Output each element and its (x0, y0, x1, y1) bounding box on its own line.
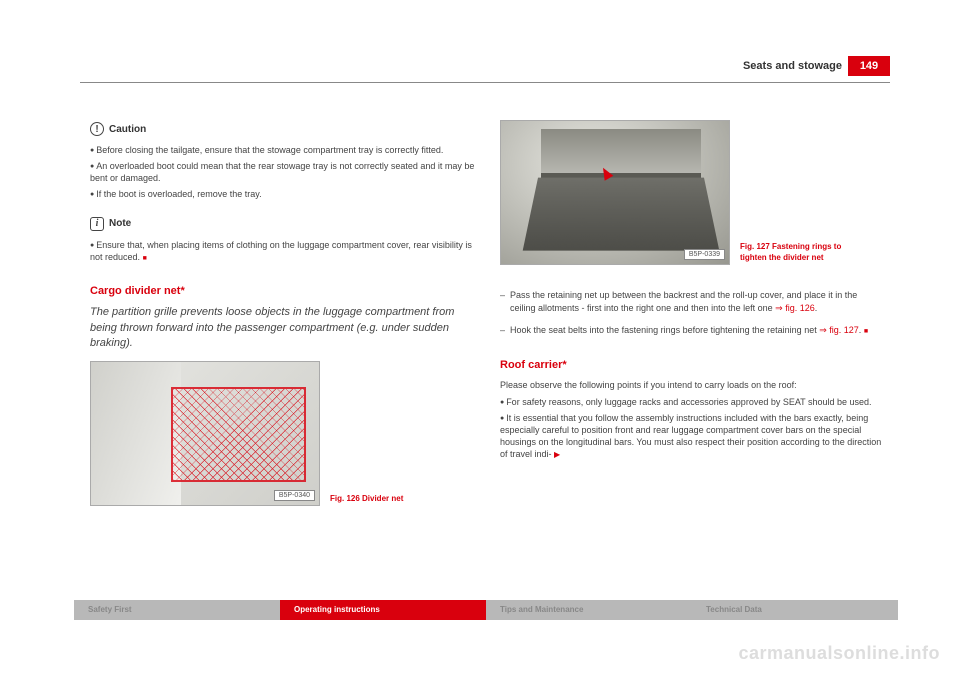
note-icon: i (90, 217, 104, 231)
header-rule (80, 82, 890, 83)
figure-127: B5P-0339 Fig. 127 Fastening rings to tig… (500, 120, 885, 265)
fig126-image: B5P-0340 (90, 361, 320, 506)
fig127-floor (523, 178, 720, 251)
header-section: Seats and stowage (743, 60, 842, 72)
cargo-intro: The partition grille prevents loose obje… (90, 305, 475, 351)
fig127-code: B5P-0339 (684, 249, 725, 260)
fig126-net-overlay (171, 387, 306, 482)
section-end-icon: ■ (864, 328, 868, 335)
tab-technical[interactable]: Technical Data (692, 600, 898, 620)
roof-bullet-1: For safety reasons, only luggage racks a… (500, 396, 885, 408)
fig127-caption: Fig. 127 Fastening rings to tighten the … (740, 242, 870, 263)
right-column: B5P-0339 Fig. 127 Fastening rings to tig… (500, 120, 885, 461)
note-label: Note (109, 218, 131, 229)
step-2: Hook the seat belts into the fastening r… (500, 324, 885, 337)
step-1: Pass the retaining net up between the ba… (500, 289, 885, 314)
caution-bullet-2: An overloaded boot could mean that the r… (90, 160, 475, 184)
note-text: Ensure that, when placing items of cloth… (90, 240, 472, 262)
step-1-ref: ⇒ fig. 126 (775, 303, 815, 313)
fig126-caption: Fig. 126 Divider net (330, 494, 450, 504)
footer-tabs: Safety First Operating instructions Tips… (74, 600, 898, 620)
note-heading: i Note (90, 217, 131, 231)
tab-safety[interactable]: Safety First (74, 600, 280, 620)
fig126-panel (91, 362, 181, 506)
section-end-icon: ■ (143, 255, 147, 262)
roof-bullet-2: It is essential that you follow the asse… (500, 412, 885, 461)
fig127-image: B5P-0339 (500, 120, 730, 265)
caution-icon: ! (90, 122, 104, 136)
page-number: 149 (848, 56, 890, 76)
roof-intro: Please observe the following points if y… (500, 379, 885, 392)
step-2-ref: ⇒ fig. 127 (819, 325, 859, 335)
cargo-heading: Cargo divider net* (90, 285, 475, 297)
figure-126: B5P-0340 Fig. 126 Divider net (90, 361, 475, 506)
manual-page: Seats and stowage 149 ! Caution Before c… (80, 0, 890, 678)
tab-tips[interactable]: Tips and Maintenance (486, 600, 692, 620)
note-bullet-1: Ensure that, when placing items of cloth… (90, 239, 475, 264)
caution-bullet-1: Before closing the tailgate, ensure that… (90, 144, 475, 156)
watermark: carmanualsonline.info (738, 643, 940, 664)
fig126-code: B5P-0340 (274, 490, 315, 501)
caution-bullet-3: If the boot is overloaded, remove the tr… (90, 188, 475, 200)
tab-operating[interactable]: Operating instructions (280, 600, 486, 620)
left-column: ! Caution Before closing the tailgate, e… (90, 120, 475, 506)
step-2-text: Hook the seat belts into the fastening r… (510, 325, 819, 335)
roof-heading: Roof carrier* (500, 359, 885, 371)
fig127-seat (541, 129, 701, 179)
caution-label: Caution (109, 124, 146, 135)
caution-heading: ! Caution (90, 122, 146, 136)
continue-arrow-icon: ▶ (554, 450, 560, 459)
